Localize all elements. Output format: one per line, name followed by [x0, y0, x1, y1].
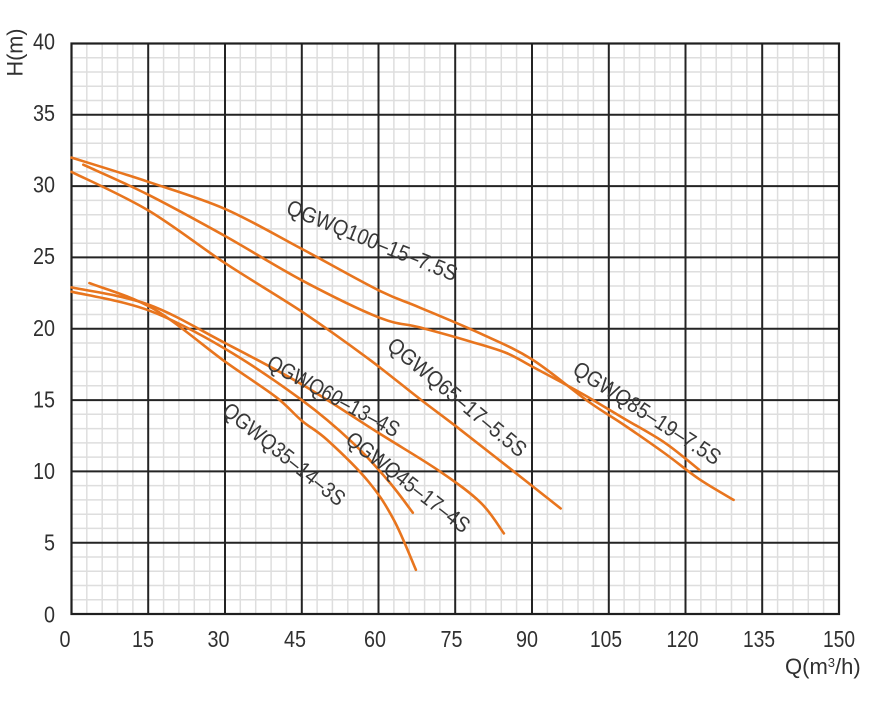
svg-text:40: 40 [33, 28, 55, 54]
svg-text:Q(m3/h): Q(m3/h) [785, 654, 861, 679]
svg-text:30: 30 [208, 626, 230, 652]
svg-text:0: 0 [60, 626, 71, 652]
svg-text:75: 75 [441, 626, 463, 652]
svg-text:60: 60 [364, 626, 386, 652]
svg-text:150: 150 [823, 626, 855, 652]
svg-text:90: 90 [516, 626, 538, 652]
svg-text:30: 30 [33, 172, 55, 198]
svg-text:35: 35 [33, 100, 55, 126]
svg-text:15: 15 [132, 626, 154, 652]
svg-text:H(m): H(m) [3, 29, 28, 77]
svg-text:20: 20 [33, 315, 55, 341]
svg-text:15: 15 [33, 387, 55, 413]
svg-text:45: 45 [284, 626, 306, 652]
svg-text:5: 5 [44, 530, 55, 556]
svg-text:0: 0 [44, 601, 55, 627]
svg-text:135: 135 [743, 626, 775, 652]
svg-text:105: 105 [590, 626, 622, 652]
svg-text:25: 25 [33, 243, 55, 269]
svg-text:120: 120 [667, 626, 699, 652]
svg-text:10: 10 [33, 458, 55, 484]
